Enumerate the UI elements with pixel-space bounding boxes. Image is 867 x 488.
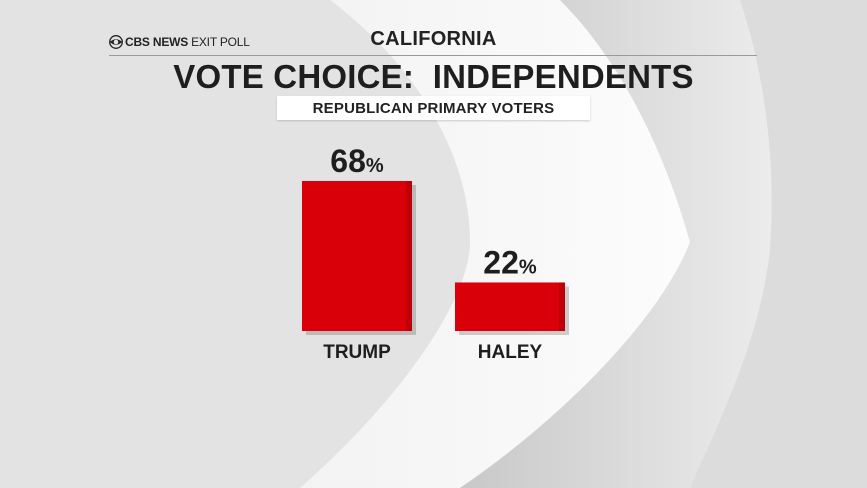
page-title: VOTE CHOICE: INDEPENDENTS: [173, 58, 694, 95]
brand-name: CBS NEWS: [125, 35, 189, 49]
category-label-trump: TRUMP: [323, 342, 391, 363]
cbs-news-logo: CBS NEWS EXIT POLL: [109, 34, 250, 50]
header-divider: [109, 55, 757, 56]
region-label: CALIFORNIA: [370, 28, 497, 50]
subtitle-box: REPUBLICAN PRIMARY VOTERS: [277, 96, 590, 120]
subtitle: REPUBLICAN PRIMARY VOTERS: [312, 99, 555, 117]
bar-edge-haley: [559, 282, 565, 331]
value-label-trump: 68%: [330, 143, 384, 179]
category-label-haley: HALEY: [478, 342, 543, 363]
value-label-haley: 22%: [483, 244, 537, 280]
bar-trump: [302, 181, 412, 331]
bar-haley: [455, 282, 565, 331]
bar-edge-trump: [406, 181, 412, 331]
cbs-eye-icon: [109, 35, 123, 49]
brand-subtitle: EXIT POLL: [191, 35, 250, 49]
